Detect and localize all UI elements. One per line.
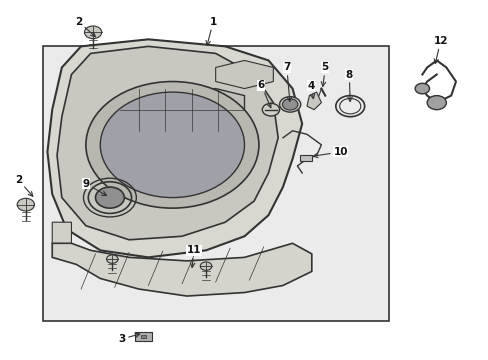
Text: 9: 9 [82,179,106,195]
Circle shape [282,99,297,110]
PathPatch shape [119,89,244,131]
Circle shape [279,96,300,112]
Text: 7: 7 [283,63,291,102]
FancyBboxPatch shape [141,335,145,338]
Text: 2: 2 [75,17,95,37]
Text: 10: 10 [313,147,347,158]
Circle shape [414,83,428,94]
Text: 11: 11 [186,245,201,267]
Text: 6: 6 [257,80,271,108]
Circle shape [17,198,34,211]
PathPatch shape [52,243,311,296]
Text: 2: 2 [15,175,33,196]
Text: 5: 5 [321,63,328,86]
PathPatch shape [52,222,71,250]
Text: 12: 12 [432,36,447,64]
Circle shape [84,26,102,39]
Circle shape [262,103,279,116]
Text: 1: 1 [205,17,217,45]
Circle shape [95,187,124,208]
PathPatch shape [47,39,302,257]
FancyBboxPatch shape [299,156,311,161]
PathPatch shape [57,46,278,240]
Circle shape [86,81,258,208]
Text: 3: 3 [118,333,140,344]
Circle shape [200,262,211,270]
Text: 8: 8 [345,69,352,102]
PathPatch shape [306,92,321,110]
FancyBboxPatch shape [42,46,388,321]
Circle shape [106,255,118,264]
FancyBboxPatch shape [135,332,151,341]
Text: 4: 4 [306,81,314,99]
PathPatch shape [215,60,273,89]
Circle shape [427,96,446,110]
Circle shape [100,92,244,198]
